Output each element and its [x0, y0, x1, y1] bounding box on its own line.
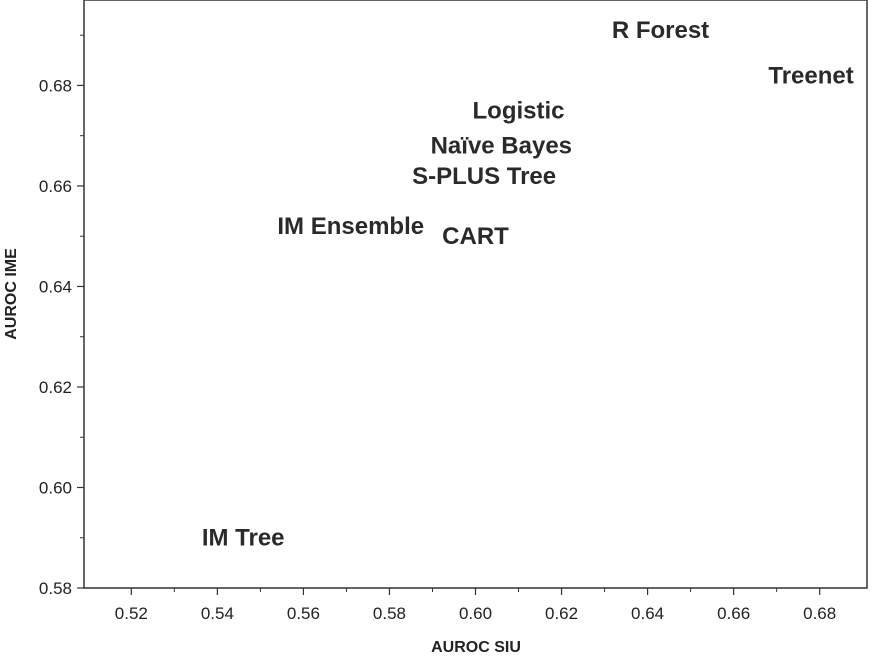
x-tick-label: 0.60 — [459, 604, 492, 623]
y-axis: 0.58 0.60 0.62 0.64 0.66 0.68 — [39, 34, 84, 598]
data-point-label: Naïve Bayes — [431, 133, 572, 160]
y-axis-title: AUROC IME — [3, 248, 20, 340]
x-axis: 0.52 0.54 0.56 0.58 0.60 0.62 0.64 0.66 0.68 — [115, 588, 836, 623]
x-tick-label: 0.54 — [201, 604, 234, 623]
data-point-label: CART — [442, 223, 509, 250]
x-tick-label: 0.66 — [717, 604, 750, 623]
data-points: R Forest Treenet Logistic Naïve Bayes S-PLUS… — [202, 17, 854, 552]
y-tick-label: 0.60 — [39, 478, 72, 497]
x-axis-title: AUROC SIU — [431, 639, 521, 656]
data-point-label: Treenet — [768, 62, 853, 89]
x-tick-label: 0.64 — [631, 604, 664, 623]
x-tick-label: 0.56 — [287, 604, 320, 623]
x-tick-label: 0.62 — [545, 604, 578, 623]
data-point-label: Logistic — [473, 98, 565, 125]
x-tick-label: 0.52 — [115, 604, 148, 623]
data-point-label: IM Ensemble — [277, 213, 424, 240]
x-tick-label: 0.58 — [373, 604, 406, 623]
data-point-label: R Forest — [612, 17, 709, 44]
data-point-label: S-PLUS Tree — [412, 163, 556, 190]
y-tick-label: 0.64 — [39, 277, 72, 296]
y-tick-label: 0.68 — [39, 76, 72, 95]
data-point-label: IM Tree — [202, 525, 285, 552]
y-tick-label: 0.58 — [39, 579, 72, 598]
x-tick-label: 0.68 — [803, 604, 836, 623]
plot-frame — [83, 0, 868, 589]
y-tick-label: 0.66 — [39, 177, 72, 196]
y-tick-label: 0.62 — [39, 378, 72, 397]
